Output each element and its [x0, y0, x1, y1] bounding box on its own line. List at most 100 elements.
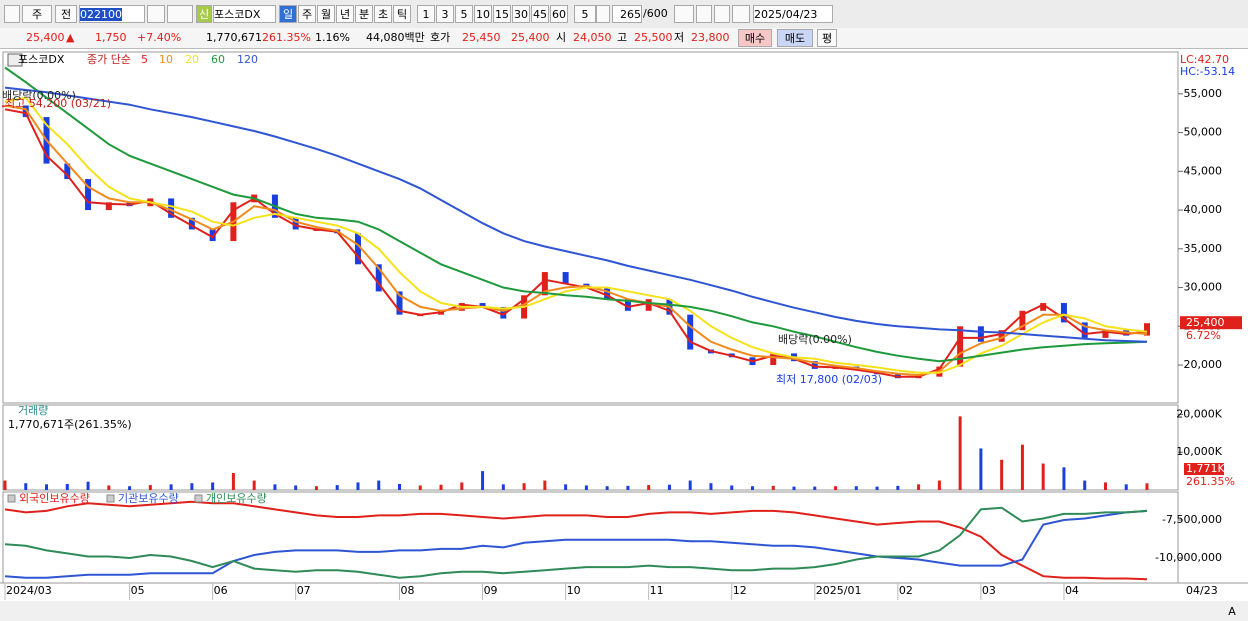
prev-button[interactable]: 전 [55, 5, 77, 23]
high-label: 고 [617, 31, 628, 44]
volume-bar [1041, 463, 1045, 490]
interval-button[interactable]: 분 [355, 5, 373, 23]
code-input[interactable]: 022100 [79, 5, 145, 23]
candle [292, 217, 299, 230]
last-volume-box [1184, 463, 1224, 475]
interval-button[interactable]: 10 [474, 5, 492, 23]
tool-button[interactable] [674, 5, 694, 23]
avg-button[interactable]: 평 [817, 29, 837, 47]
legend-entry: 5 [141, 53, 148, 66]
interval-button[interactable]: 1 [417, 5, 435, 23]
open-label: 시 [556, 31, 567, 44]
chart-area: A 20,00025,00030,00035,00040,00045,00050… [0, 51, 1248, 621]
scrollbar[interactable] [0, 601, 1248, 621]
search-button[interactable] [147, 5, 165, 23]
quote-bar: 25,400 ▲ 1,750 +7.40% 1,770,671 261.35% … [0, 28, 1248, 49]
volume-bar [356, 482, 360, 490]
series-line [4, 509, 1148, 579]
interval-button[interactable]: 주 [298, 5, 316, 23]
volume-bar [917, 484, 921, 490]
volume-bar [65, 483, 69, 490]
panel-subtitle: 1,770,671주(261.35%) [8, 418, 132, 431]
volume-bar [792, 486, 796, 490]
interval-button[interactable]: 30 [512, 5, 530, 23]
last-change: 6.72% [1186, 329, 1221, 342]
volume-bar [771, 485, 775, 490]
dropdown[interactable] [596, 5, 610, 23]
interval-button[interactable]: 3 [436, 5, 454, 23]
x-tick-label: 2025/01 [816, 584, 862, 597]
candle [624, 299, 631, 311]
x-tick-label: 04 [1065, 584, 1079, 597]
change: 1,750 [95, 31, 127, 44]
interval-button[interactable]: 틱 [393, 5, 411, 23]
volume-bar [958, 416, 962, 490]
save-button[interactable] [714, 5, 730, 23]
interval-button[interactable]: 5 [455, 5, 473, 23]
legend-entry: 20 [185, 53, 199, 66]
volume-bar [335, 485, 339, 490]
period-select[interactable]: 주 [22, 5, 52, 23]
table-icon[interactable] [7, 53, 23, 67]
interval-button[interactable]: 45 [531, 5, 549, 23]
x-tick-label: 02 [899, 584, 913, 597]
candle [375, 264, 382, 292]
buy-button[interactable]: 매수 [738, 29, 772, 47]
annotation: 배당락(0.00%) [778, 333, 852, 346]
volume-bar [647, 485, 651, 490]
series-line [4, 96, 1148, 374]
x-tick-label: 05 [131, 584, 145, 597]
volume-bar [107, 485, 111, 490]
interval-button[interactable]: 초 [374, 5, 392, 23]
candle [209, 229, 216, 242]
volume-bar [1103, 482, 1107, 490]
view-count[interactable]: 265 [612, 5, 642, 23]
volume-ratio: 261.35% [262, 31, 311, 44]
x-tick-label: 07 [297, 584, 311, 597]
last-price: 25,400 [1186, 316, 1225, 329]
ask-label: 호가 [430, 31, 451, 44]
volume-bar [522, 483, 526, 490]
annotation: 배당락(0.00%) [2, 89, 76, 102]
candle [1060, 303, 1067, 323]
legend-swatch [7, 494, 16, 503]
volume-bar [1062, 467, 1066, 490]
volume-bar [418, 485, 422, 490]
interval-button[interactable]: 60 [550, 5, 568, 23]
legend-entry: 기관보유수량 [118, 492, 179, 505]
volume-bar [294, 485, 298, 490]
count-unit[interactable]: 5 [574, 5, 596, 23]
candle [1102, 330, 1109, 338]
annotation: 최저 17,800 (02/03) [776, 373, 882, 386]
volume-bar [750, 486, 754, 490]
interval-button[interactable]: 월 [317, 5, 335, 23]
legend-entry: 개인보유수량 [206, 492, 267, 505]
legend-swatch [106, 494, 115, 503]
x-tick-label: 12 [733, 584, 747, 597]
sell-button[interactable]: 매도 [777, 29, 813, 47]
annotation: 최고 54,200 (03/21) [5, 97, 111, 110]
stock-name: 포스코DX [213, 5, 276, 23]
settings-button[interactable] [732, 5, 750, 23]
interval-button[interactable]: 15 [493, 5, 511, 23]
x-tick-label: 09 [484, 584, 498, 597]
tool-button[interactable] [696, 5, 712, 23]
volume-bar [3, 480, 7, 490]
x-end-label: 04/23 [1186, 584, 1218, 597]
sound-button[interactable] [167, 5, 193, 23]
candle [500, 306, 507, 319]
series-line [4, 86, 1148, 343]
volume-bar [813, 486, 817, 490]
bid: 25,400 [511, 31, 550, 44]
date-input[interactable]: 2025/04/23 [753, 5, 833, 23]
volume-bar [875, 486, 879, 490]
volume-bar [169, 484, 173, 490]
interval-button[interactable]: 일 [279, 5, 297, 23]
volume-bar [854, 486, 858, 490]
interval-button[interactable]: 년 [336, 5, 354, 23]
volume-bar [148, 485, 152, 490]
menu-button[interactable] [4, 5, 20, 23]
volume-bar [564, 484, 568, 490]
zoom-label[interactable]: A [1228, 605, 1236, 618]
